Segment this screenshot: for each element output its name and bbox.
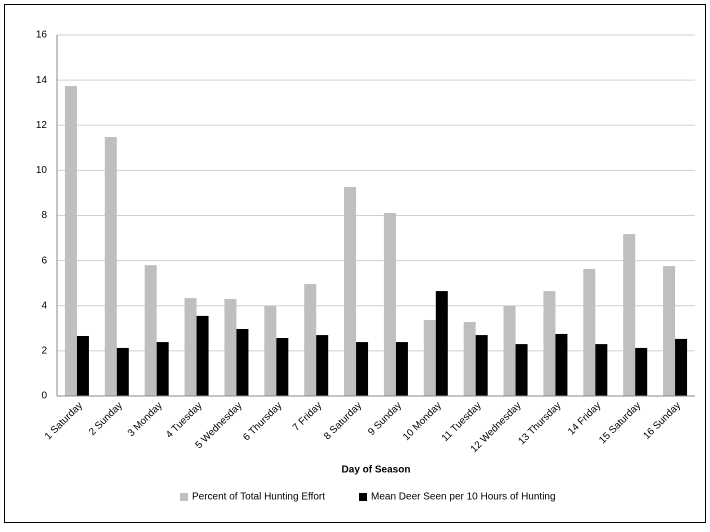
bar [543, 291, 556, 396]
bar [555, 333, 568, 396]
bar [304, 284, 317, 396]
legend-swatch [180, 493, 188, 501]
bar [156, 342, 169, 396]
bar [224, 298, 237, 396]
bar [104, 136, 117, 397]
bar [503, 305, 516, 396]
bar [116, 347, 129, 396]
bar [344, 187, 357, 396]
y-tick-label: 2 [41, 346, 47, 357]
bar [463, 321, 476, 396]
bar [663, 266, 676, 396]
bar [395, 342, 408, 396]
bar [76, 335, 89, 396]
y-tick-label: 16 [36, 30, 48, 41]
bar [264, 305, 277, 396]
y-tick-label: 12 [36, 120, 48, 131]
bar [583, 268, 596, 396]
bar [276, 338, 289, 396]
legend-label: Mean Deer Seen per 10 Hours of Hunting [371, 492, 556, 503]
x-axis-title: Day of Season [342, 465, 411, 476]
bar [635, 347, 648, 396]
y-tick-label: 14 [36, 75, 48, 86]
bar [515, 344, 528, 396]
bar [675, 338, 688, 396]
y-tick-label: 8 [41, 210, 47, 221]
bar [356, 342, 369, 396]
bar [144, 265, 157, 396]
legend-swatch [359, 493, 367, 501]
bar [475, 335, 488, 396]
bar [236, 328, 249, 396]
y-tick-label: 6 [41, 255, 47, 266]
bar [64, 85, 77, 397]
bar [184, 298, 197, 396]
bar [623, 234, 636, 396]
bar [423, 319, 436, 396]
bar [435, 291, 448, 396]
bar [196, 315, 209, 396]
bar [595, 344, 608, 396]
y-tick-label: 4 [41, 300, 47, 311]
y-tick-label: 10 [36, 165, 48, 176]
legend-label: Percent of Total Hunting Effort [192, 492, 325, 503]
bar [383, 213, 396, 396]
bar [316, 335, 329, 396]
y-tick-label: 0 [41, 391, 47, 402]
